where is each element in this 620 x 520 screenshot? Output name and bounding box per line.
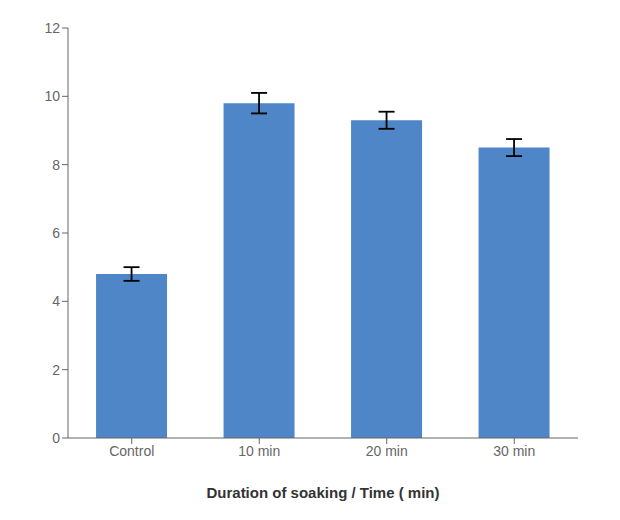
svg-text:0: 0: [52, 430, 60, 446]
svg-text:30 min: 30 min: [493, 443, 535, 459]
svg-text:4: 4: [52, 293, 60, 309]
svg-text:2: 2: [52, 362, 60, 378]
svg-text:10 min: 10 min: [238, 443, 280, 459]
svg-text:8: 8: [52, 157, 60, 173]
svg-text:Control: Control: [109, 443, 154, 459]
svg-text:12: 12: [44, 20, 60, 36]
svg-text:Duration of soaking / Time ( m: Duration of soaking / Time ( min): [206, 484, 439, 501]
svg-text:10: 10: [44, 88, 60, 104]
svg-text:20 min: 20 min: [366, 443, 408, 459]
svg-text:6: 6: [52, 225, 60, 241]
